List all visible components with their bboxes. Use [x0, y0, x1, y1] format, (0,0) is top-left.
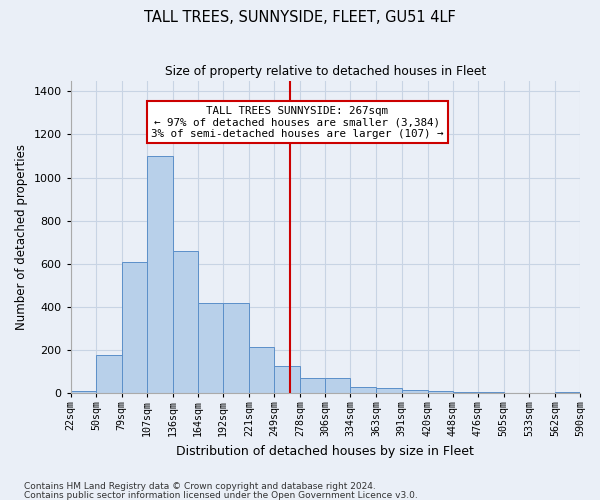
Bar — [300, 378, 325, 393]
Bar — [350, 387, 376, 393]
Bar — [555, 392, 580, 393]
Bar — [504, 392, 529, 393]
Y-axis label: Number of detached properties: Number of detached properties — [15, 144, 28, 330]
Bar — [71, 391, 96, 393]
Bar — [452, 392, 478, 393]
Bar — [325, 378, 350, 393]
Bar — [173, 251, 198, 393]
Bar — [376, 388, 401, 393]
Text: Contains public sector information licensed under the Open Government Licence v3: Contains public sector information licen… — [24, 490, 418, 500]
X-axis label: Distribution of detached houses by size in Fleet: Distribution of detached houses by size … — [176, 444, 474, 458]
Bar — [223, 302, 249, 393]
Bar — [122, 262, 147, 393]
Bar — [274, 366, 300, 393]
Bar — [249, 347, 274, 393]
Bar — [198, 302, 223, 393]
Bar — [401, 390, 428, 393]
Bar — [96, 356, 122, 393]
Text: TALL TREES SUNNYSIDE: 267sqm
← 97% of detached houses are smaller (3,384)
3% of : TALL TREES SUNNYSIDE: 267sqm ← 97% of de… — [151, 106, 443, 139]
Bar — [147, 156, 173, 393]
Text: Contains HM Land Registry data © Crown copyright and database right 2024.: Contains HM Land Registry data © Crown c… — [24, 482, 376, 491]
Bar — [428, 391, 452, 393]
Title: Size of property relative to detached houses in Fleet: Size of property relative to detached ho… — [165, 65, 486, 78]
Text: TALL TREES, SUNNYSIDE, FLEET, GU51 4LF: TALL TREES, SUNNYSIDE, FLEET, GU51 4LF — [144, 10, 456, 25]
Bar — [478, 392, 504, 393]
